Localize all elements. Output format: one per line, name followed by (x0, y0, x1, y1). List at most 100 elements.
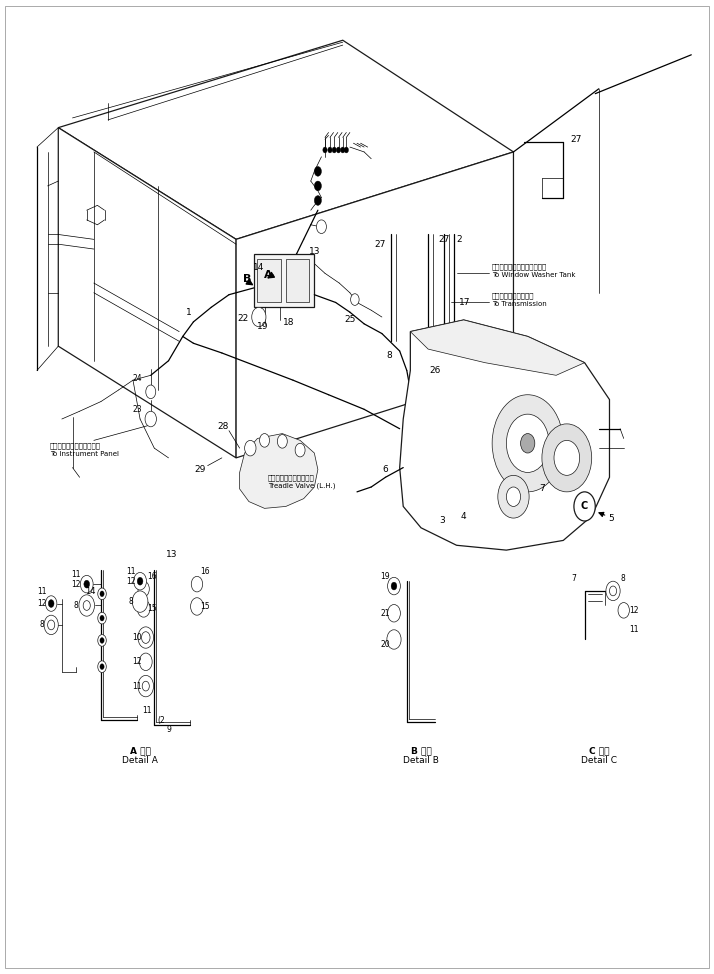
Circle shape (100, 616, 104, 621)
Text: 13: 13 (166, 550, 178, 559)
Text: 22: 22 (238, 314, 249, 322)
Text: 10: 10 (131, 633, 141, 642)
Circle shape (134, 573, 146, 590)
Circle shape (191, 577, 203, 592)
Text: 2: 2 (456, 235, 462, 244)
Text: 4: 4 (461, 511, 466, 521)
Circle shape (388, 605, 401, 622)
Circle shape (506, 414, 549, 472)
Circle shape (341, 147, 345, 153)
Circle shape (316, 220, 326, 234)
Circle shape (98, 660, 106, 672)
Text: Detail B: Detail B (403, 757, 439, 766)
Circle shape (191, 598, 203, 616)
Text: 11: 11 (37, 587, 46, 596)
Text: 28: 28 (218, 423, 229, 431)
Text: 13: 13 (308, 247, 320, 256)
Circle shape (139, 654, 152, 670)
Text: A: A (263, 270, 273, 281)
Circle shape (344, 147, 348, 153)
Text: B: B (243, 274, 251, 284)
Circle shape (138, 581, 149, 597)
Text: 21: 21 (381, 609, 390, 618)
Circle shape (387, 630, 401, 650)
Text: C 詳細: C 詳細 (588, 747, 609, 756)
Circle shape (618, 603, 630, 618)
Text: 6: 6 (383, 465, 388, 474)
Text: 16: 16 (201, 567, 210, 576)
Circle shape (145, 411, 156, 427)
Circle shape (46, 596, 57, 612)
Text: B 詳細: B 詳細 (411, 747, 431, 756)
Circle shape (84, 581, 89, 588)
Polygon shape (400, 319, 610, 550)
Circle shape (388, 578, 401, 595)
Circle shape (142, 681, 149, 691)
Circle shape (610, 586, 617, 596)
Circle shape (252, 308, 266, 326)
Text: 8: 8 (386, 352, 392, 360)
Text: 17: 17 (459, 298, 471, 307)
Text: トランスミッションへ: トランスミッションへ (492, 292, 535, 299)
Text: 1: 1 (186, 308, 192, 317)
Text: 14: 14 (85, 587, 96, 596)
Text: 12: 12 (37, 599, 46, 608)
Circle shape (132, 591, 148, 613)
Circle shape (506, 487, 521, 506)
Text: C: C (581, 502, 588, 511)
Text: 8: 8 (39, 620, 44, 629)
Circle shape (260, 433, 269, 447)
Text: 24: 24 (133, 374, 142, 383)
Text: 27: 27 (570, 134, 582, 144)
Circle shape (323, 147, 327, 153)
Circle shape (138, 675, 154, 696)
Text: 12: 12 (132, 657, 141, 666)
Text: 11: 11 (142, 706, 152, 715)
Text: 7: 7 (539, 484, 545, 494)
Text: Detail A: Detail A (122, 757, 158, 766)
Text: 12: 12 (630, 606, 639, 615)
Text: 8: 8 (74, 601, 79, 610)
Circle shape (48, 620, 55, 630)
Bar (258, 259, 281, 303)
Circle shape (521, 433, 535, 453)
Circle shape (79, 595, 94, 617)
Circle shape (295, 443, 305, 457)
Text: Treadle Valve (L.H.): Treadle Valve (L.H.) (268, 483, 336, 489)
Text: 11: 11 (630, 625, 639, 634)
Circle shape (336, 147, 341, 153)
Circle shape (498, 475, 529, 518)
Text: To Instrument Panel: To Instrument Panel (50, 451, 119, 457)
Text: 11: 11 (132, 682, 141, 691)
Text: 18: 18 (283, 318, 295, 327)
Circle shape (137, 600, 150, 618)
Text: トレドルバルブ（左側）: トレドルバルブ（左側） (268, 474, 315, 480)
Text: 27: 27 (439, 235, 450, 244)
Circle shape (81, 576, 93, 593)
Polygon shape (59, 128, 236, 458)
Text: 25: 25 (344, 316, 356, 324)
Circle shape (137, 578, 143, 585)
Circle shape (351, 294, 359, 306)
Text: ウィンドウォッシャタンクへ: ウィンドウォッシャタンクへ (492, 263, 548, 270)
Text: 26: 26 (430, 366, 441, 375)
Circle shape (574, 492, 595, 521)
Circle shape (554, 440, 580, 475)
Polygon shape (59, 40, 513, 240)
Text: 11: 11 (126, 567, 136, 576)
Circle shape (49, 600, 54, 608)
Text: 8: 8 (129, 597, 134, 606)
Text: 23: 23 (133, 405, 142, 414)
Text: 9: 9 (166, 726, 171, 734)
Text: (2: (2 (158, 716, 166, 725)
Bar (254, 254, 314, 308)
Polygon shape (240, 433, 318, 508)
Text: 14: 14 (253, 263, 265, 272)
Circle shape (328, 147, 332, 153)
Text: インスツルメントパネルへ: インスツルメントパネルへ (50, 442, 101, 449)
Circle shape (100, 663, 104, 669)
Bar (286, 259, 309, 303)
Circle shape (391, 582, 397, 590)
Text: Detail C: Detail C (580, 757, 617, 766)
Text: 16: 16 (147, 572, 157, 581)
